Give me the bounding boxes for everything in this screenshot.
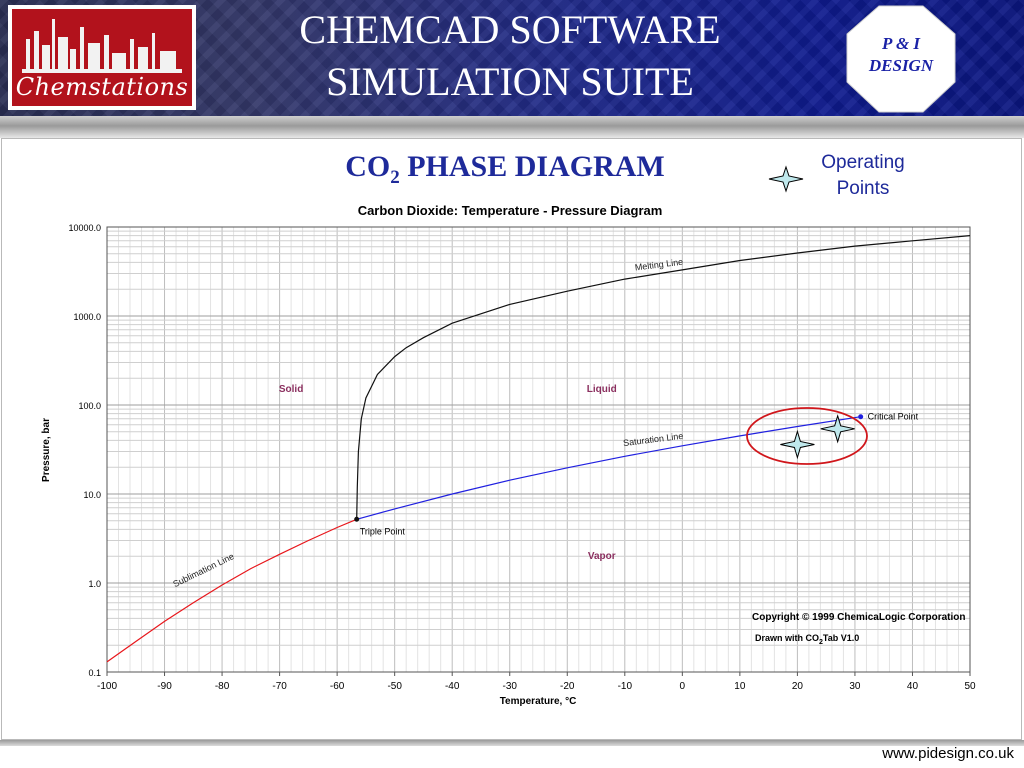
header-separator [0,116,1024,138]
series-label: Saturation Line [623,431,684,448]
y-tick-label: 0.1 [88,668,101,678]
y-tick-label: 1000.0 [73,312,101,322]
chart-annotations: Triple Point Critical Point Solid Liquid Vap… [279,384,919,562]
content-frame [1,138,1022,740]
x-tick-label: -70 [272,681,287,692]
phase-diagram-chart: -100 -90 -80 -70 -60 -50 -40 -30 -20 -10 0 10 20 30 40… [41,203,976,707]
x-tick-label: 30 [849,681,861,692]
operating-region-highlight [746,407,868,465]
y-tick-label: 100.0 [78,401,101,411]
page-title: CHEMCAD SOFTWARE SIMULATION SUITE [240,4,780,108]
x-tick-label: 10 [734,681,746,692]
x-tick-label: 20 [792,681,804,692]
logo-wordmark: Chemstations [15,73,189,101]
title-line-1: CHEMCAD SOFTWARE [299,7,721,52]
y-axis-label: Pressure, bar [41,418,52,482]
series-label: Sublimation Line [171,551,235,589]
y-tick-label: 1.0 [88,579,101,589]
x-tick-label: -90 [157,681,172,692]
axis-ticks: -100 -90 -80 -70 -60 -50 -40 -30 -20 -10 0 10 20 30 40… [68,223,976,692]
x-tick-label: 50 [964,681,976,692]
title-line-2: SIMULATION SUITE [326,59,694,104]
region-label: Solid [279,384,303,395]
footer-bar [0,740,1024,746]
x-tick-label: 0 [680,681,686,692]
marked-point [858,414,864,420]
plot-frame [106,226,971,673]
x-tick-label: -50 [387,681,402,692]
copyright-text: Copyright © 1999 ChemicaLogic Corporatio… [752,612,966,623]
drawn-with-text: Drawn with CO2Tab V1.0 [755,633,859,646]
chart-title: Carbon Dioxide: Temperature - Pressure D… [358,203,663,218]
four-point-star-icon [768,165,804,193]
refinery-skyline-icon [22,19,182,73]
region-label: Vapor [588,551,616,562]
point-label: Triple Point [360,526,406,536]
grid-lines [106,227,971,673]
slide-title: CO2 PHASE DIAGRAM [345,150,665,188]
header-banner: Chemstations CHEMCAD SOFTWARE SIMULATION… [0,0,1024,116]
x-axis-label: Temperature, °C [500,696,577,707]
x-tick-label: -20 [560,681,575,692]
region-label: Liquid [587,384,617,395]
series-line [106,518,357,663]
operating-point-star-icon [820,414,855,444]
x-tick-label: -60 [330,681,345,692]
operating-points-legend: Operating Points [821,152,905,199]
x-tick-label: -40 [445,681,460,692]
badge-label: P & I DESIGN [868,34,934,75]
operating-point-star-icon [780,429,815,460]
marked-point [354,516,360,522]
logo-panel: Chemstations [12,9,192,106]
point-label: Critical Point [868,412,919,422]
footer-url: www.pidesign.co.uk [882,745,1014,762]
x-tick-label: 40 [907,681,919,692]
x-tick-label: -30 [503,681,518,692]
series-line [356,235,971,520]
x-tick-label: -80 [215,681,230,692]
pi-design-badge [846,5,956,113]
series-line [356,416,861,520]
y-tick-label: 10.0 [83,490,101,500]
x-tick-label: -100 [97,681,117,692]
chemstations-logo: Chemstations [8,5,196,110]
y-tick-label: 10000.0 [68,223,101,233]
x-tick-label: -10 [618,681,633,692]
